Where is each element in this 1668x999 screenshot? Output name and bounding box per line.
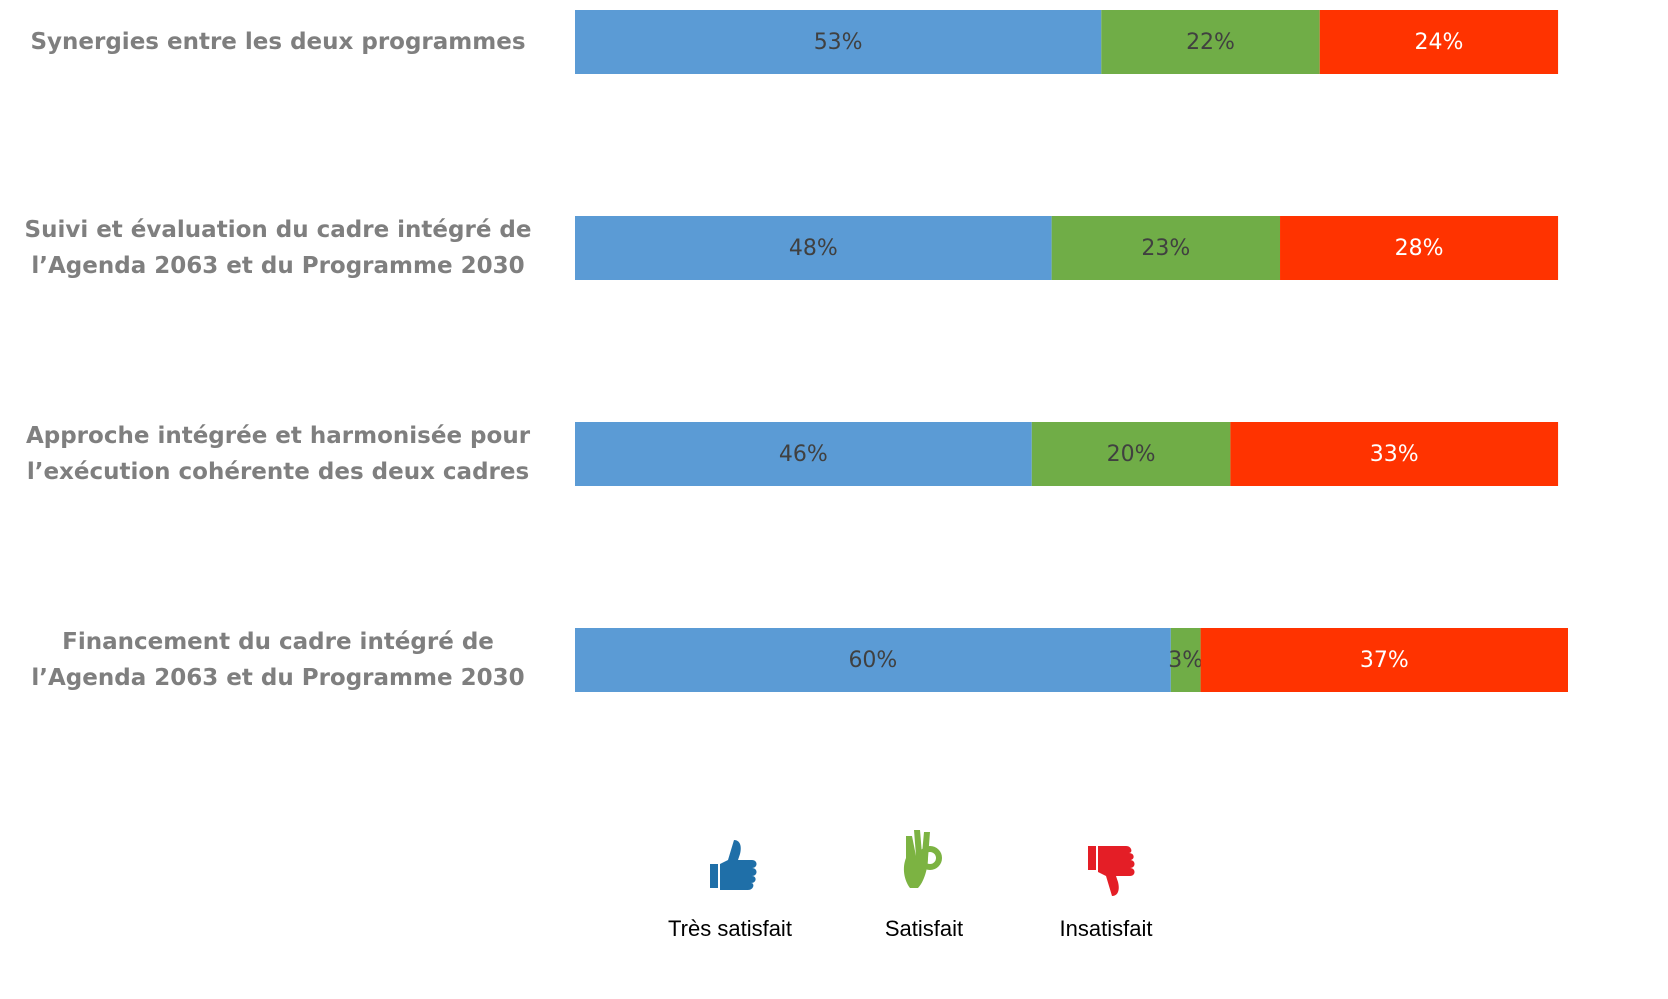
value-label: 37% [1360, 648, 1409, 673]
bar-segment [1031, 422, 1231, 486]
bar-segment [1280, 216, 1559, 280]
category-label: Suivi et évaluation du cadre intégré de … [24, 217, 532, 279]
value-label: 23% [1141, 236, 1190, 261]
bar-segment [1200, 628, 1568, 692]
value-label: 46% [779, 442, 828, 467]
legend-label: Satisfait [885, 916, 963, 941]
value-label: 24% [1414, 30, 1463, 55]
value-label: 33% [1370, 442, 1419, 467]
legend-label: Très satisfait [668, 916, 792, 941]
category-label: Synergies entre les deux programmes [30, 29, 526, 55]
value-label: 53% [814, 30, 863, 55]
value-label: 48% [789, 236, 838, 261]
bar-segment [1170, 628, 1201, 692]
bar-segment [1051, 216, 1281, 280]
category-label: Approche intégrée et harmonisée pour l’e… [25, 423, 531, 485]
bar-segment [1101, 10, 1320, 74]
bar-segment [575, 628, 1171, 692]
value-label: 3% [1168, 648, 1203, 673]
icon-thumb-up [710, 840, 757, 890]
bar-segment [575, 422, 1032, 486]
icon-thumb-down [1088, 846, 1135, 896]
value-label: 20% [1107, 442, 1156, 467]
value-label: 28% [1395, 236, 1444, 261]
category-label: Financement du cadre intégré de l’Agenda… [31, 629, 525, 691]
value-label: 60% [848, 648, 897, 673]
bar-segment [575, 10, 1102, 74]
bar-segment [1319, 10, 1559, 74]
value-label: 22% [1186, 30, 1235, 55]
bar-segment [575, 216, 1052, 280]
bar-segment [1230, 422, 1559, 486]
legend-label: Insatisfait [1060, 916, 1153, 941]
icon-ok-hand [903, 830, 942, 888]
